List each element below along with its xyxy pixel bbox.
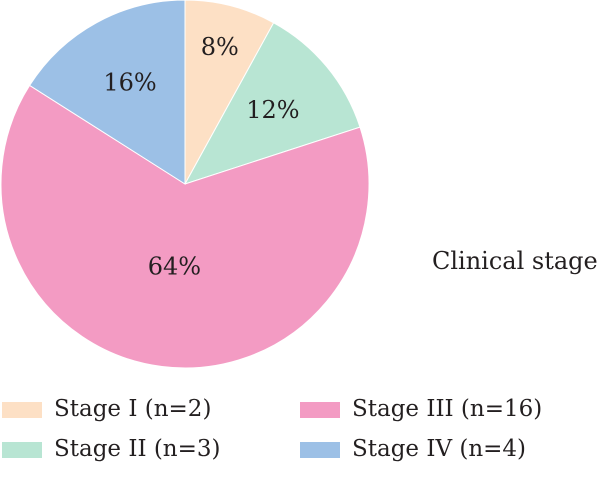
- pie-slice-3: [0, 84, 370, 369]
- legend-label-2: Stage II (n=3): [54, 436, 221, 462]
- pie-slice-label-3: 64%: [148, 252, 201, 280]
- pie-slice-label-4: 16%: [103, 69, 156, 97]
- pie-slice-label-1: 8%: [201, 33, 239, 61]
- pie-slice-2: [183, 22, 361, 185]
- legend-label-4: Stage IV (n=4): [352, 436, 526, 462]
- pie-slice-labels: 8% 12% 64% 16%: [103, 33, 299, 280]
- pie-slice-4: [28, 0, 186, 185]
- pie-slices: [0, 0, 370, 369]
- legend-swatch-3: [300, 402, 340, 418]
- legend: Stage I (n=2) Stage II (n=3) Stage III (n=…: [2, 396, 542, 462]
- pie-slice-1: [184, 0, 275, 185]
- legend-swatch-2: [2, 442, 42, 458]
- legend-item-2: Stage II (n=3): [2, 436, 221, 462]
- legend-label-3: Stage III (n=16): [352, 396, 542, 422]
- legend-swatch-4: [300, 442, 340, 458]
- legend-swatch-1: [2, 402, 42, 418]
- legend-label-1: Stage I (n=2): [54, 396, 211, 422]
- legend-item-4: Stage IV (n=4): [300, 436, 526, 462]
- legend-item-3: Stage III (n=16): [300, 396, 542, 422]
- pie-slice-label-2: 12%: [246, 96, 299, 124]
- legend-item-1: Stage I (n=2): [2, 396, 211, 422]
- chart-title: Clinical stage: [432, 247, 598, 275]
